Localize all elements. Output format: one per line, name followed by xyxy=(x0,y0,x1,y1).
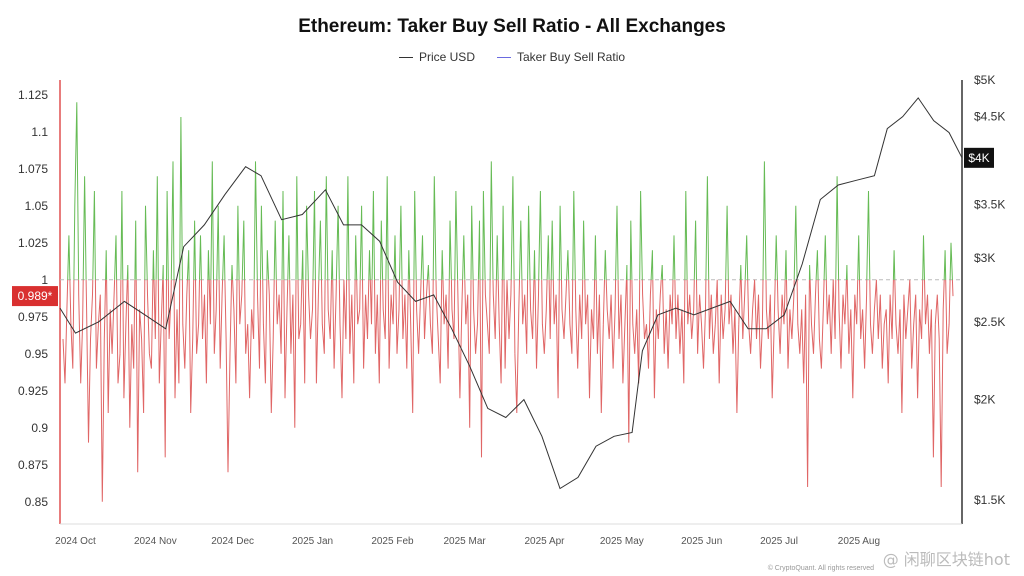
copyright-text: © CryptoQuant. All rights reserved xyxy=(767,565,874,572)
legend-label-ratio: Taker Buy Sell Ratio xyxy=(516,50,626,64)
x-tick-label: 2025 Jul xyxy=(760,536,798,547)
watermark-text: @ 闲聊区块链hot xyxy=(882,550,1010,569)
legend-item-ratio[interactable]: Taker Buy Sell Ratio xyxy=(496,50,626,64)
y-left-tick-label: 0.875 xyxy=(18,458,48,472)
y-right-tick-label: $1.5K xyxy=(974,493,1005,507)
x-tick-label: 2025 Jun xyxy=(681,536,722,547)
legend-swatch-price xyxy=(398,56,413,58)
current-price-badge xyxy=(964,147,994,168)
y-left-tick-label: 1.05 xyxy=(25,199,49,213)
chart-title: Ethereum: Taker Buy Sell Ratio - All Exc… xyxy=(298,16,726,37)
x-tick-label: 2024 Nov xyxy=(134,536,177,547)
y-right-tick-label: $3K xyxy=(974,251,995,265)
y-left-tick-label: 0.85 xyxy=(25,495,49,509)
ratio-series-below-one xyxy=(62,279,954,502)
y-left-tick-label: 0.975 xyxy=(18,310,48,324)
y-left-tick-label: 1 xyxy=(41,273,48,287)
current-ratio-badge xyxy=(12,286,58,307)
current-ratio-badge-text: 0.989* xyxy=(18,289,53,303)
x-tick-label: 2025 Feb xyxy=(371,536,414,547)
x-tick-label: 2024 Dec xyxy=(211,536,254,547)
chart-legend: Price USD Taker Buy Sell Ratio xyxy=(0,50,1024,64)
y-right-tick-label: $3.5K xyxy=(974,197,1005,211)
x-tick-label: 2025 May xyxy=(600,536,644,547)
y-right-tick-label: $2K xyxy=(974,393,995,407)
y-right-tick-label: $4.5K xyxy=(974,110,1005,124)
x-tick-label: 2024 Oct xyxy=(55,536,96,547)
price-series-line xyxy=(59,97,963,490)
y-left-tick-label: 0.925 xyxy=(18,384,48,398)
y-left-tick-label: 1.075 xyxy=(18,162,48,176)
x-tick-label: 2025 Jan xyxy=(292,536,333,547)
legend-item-price[interactable]: Price USD xyxy=(398,50,475,64)
y-left-tick-label: 0.9 xyxy=(31,421,48,435)
x-tick-label: 2025 Mar xyxy=(443,536,486,547)
y-left-tick-label: 1.1 xyxy=(31,125,48,139)
y-right-tick-label: $2.5K xyxy=(974,315,1005,329)
x-tick-label: 2025 Apr xyxy=(524,536,565,547)
legend-label-price: Price USD xyxy=(418,50,475,64)
x-tick-label: 2025 Aug xyxy=(838,536,880,547)
current-price-badge-text: $4K xyxy=(968,151,989,165)
y-left-tick-label: 1.025 xyxy=(18,236,48,250)
legend-swatch-ratio xyxy=(496,56,511,58)
ratio-series-above-one xyxy=(67,102,953,280)
y-left-tick-label: 0.95 xyxy=(25,347,49,361)
y-left-tick-label: 1.125 xyxy=(18,88,48,102)
y-right-tick-label: $5K xyxy=(974,73,995,87)
